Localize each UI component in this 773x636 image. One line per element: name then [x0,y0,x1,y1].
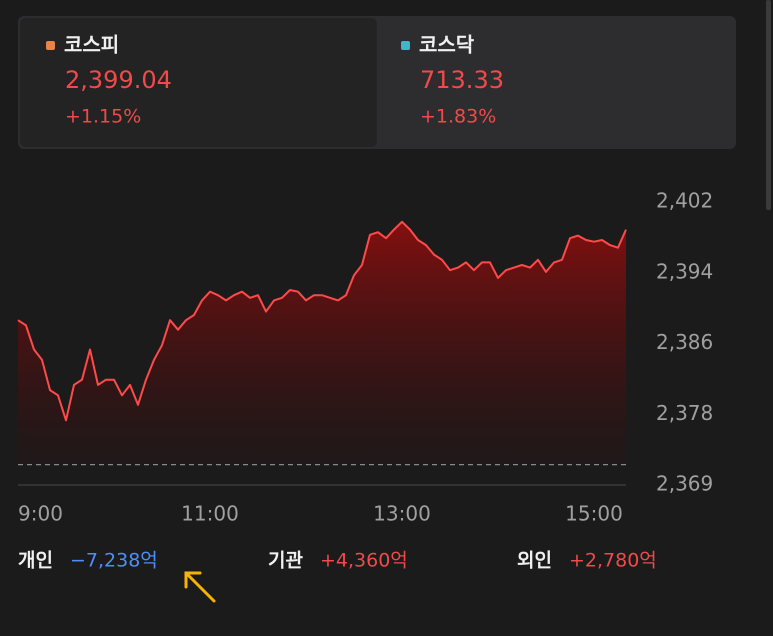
y-tick-label: 2,394 [656,259,713,283]
index-value: 2,399.04 [65,66,172,94]
price-line [17,220,627,422]
index-dot [401,41,410,50]
x-tick-label: 9:00 [18,502,63,526]
investor-name: 외인 [517,550,552,572]
index-change: +1.15% [65,106,141,128]
index-change: +1.83% [420,106,496,128]
scrollbar [766,0,771,210]
y-tick-label: 2,402 [656,189,713,213]
index-name[interactable]: 코스닥 [419,33,475,57]
y-tick-label: 2,378 [656,401,713,425]
area-fill [18,221,626,465]
index-value: 713.33 [420,66,504,94]
selected-card[interactable] [20,18,377,147]
index-name[interactable]: 코스피 [64,33,119,57]
investor-value: +4,360억 [320,550,408,572]
investor-value: −7,238억 [70,550,158,572]
investor-value: +2,780억 [569,550,657,572]
x-tick-label: 11:00 [181,502,239,526]
y-tick-label: 2,369 [656,472,713,496]
x-tick-label: 15:00 [565,502,623,526]
x-tick-label: 13:00 [373,502,431,526]
investor-name: 개인 [18,550,53,572]
arrow-annotation [184,571,216,603]
y-tick-label: 2,386 [656,330,713,354]
index-dot [46,41,55,50]
investor-name: 기관 [268,550,303,572]
